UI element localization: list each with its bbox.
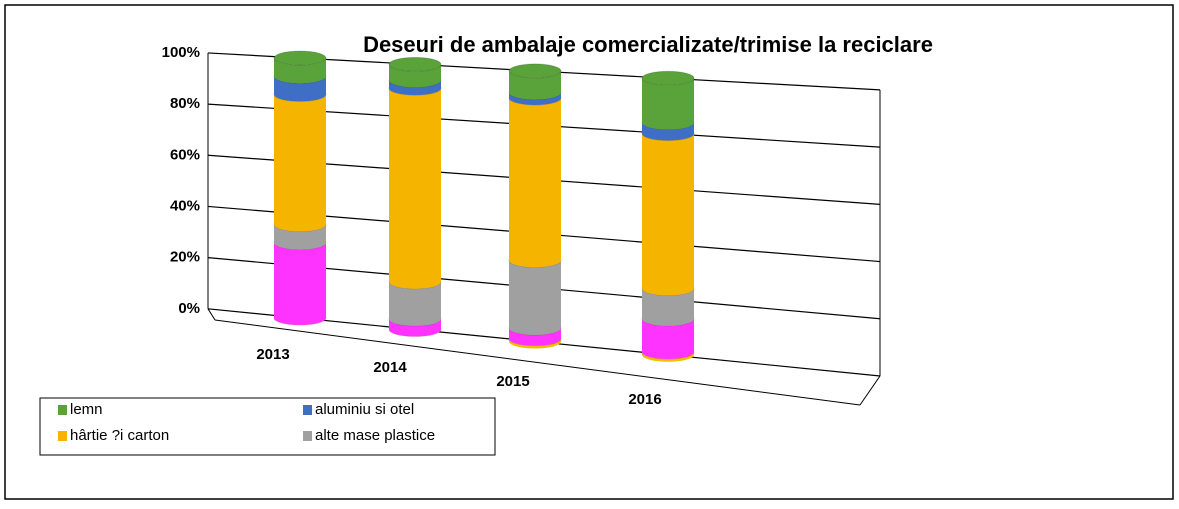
cylinder-segment — [509, 338, 561, 349]
cylinder-segment — [642, 122, 694, 141]
cylinder-segment — [274, 224, 326, 250]
legend-swatch — [58, 405, 67, 415]
legend-swatch — [303, 431, 312, 441]
cylinder-segment — [274, 242, 326, 325]
cylinder-segment — [389, 281, 441, 326]
cylinder-segment — [642, 352, 694, 362]
legend-label: lemn — [70, 401, 103, 418]
legend-label: alte mase plastice — [315, 427, 435, 444]
legend-label: aluminiu si otel — [315, 401, 414, 418]
cylinder-segment — [389, 80, 441, 96]
y-tick-label: 0% — [178, 300, 200, 317]
cylinder-top — [273, 50, 327, 66]
x-tick-label: 2015 — [496, 373, 529, 390]
floor-edge — [207, 308, 216, 321]
legend-box — [39, 397, 496, 456]
cylinder-segment — [642, 133, 694, 296]
cylinder-segment — [642, 288, 694, 326]
floor-edge — [859, 375, 881, 406]
y-tick-label: 60% — [170, 146, 200, 163]
x-tick-label: 2013 — [256, 346, 289, 363]
floor-edge — [214, 319, 861, 406]
cylinder-segment — [389, 88, 441, 289]
cylinder-segment — [509, 327, 561, 346]
cylinder-segment — [274, 76, 326, 102]
cylinder-segment — [389, 318, 441, 337]
y-tick-label: 100% — [162, 44, 200, 61]
x-tick-label: 2016 — [628, 391, 661, 408]
cylinder-segment — [642, 78, 694, 130]
cylinder-top — [388, 56, 442, 72]
x-tick-label: 2014 — [373, 359, 407, 376]
legend-swatch — [303, 405, 312, 415]
y-tick-label: 40% — [170, 197, 200, 214]
cylinder-segment — [509, 92, 561, 105]
legend-label: hârtie ?i carton — [70, 427, 169, 444]
y-tick-label: 80% — [170, 95, 200, 112]
cylinder-segment — [389, 64, 441, 88]
cylinder-top — [641, 70, 695, 86]
cylinder-segment — [509, 70, 561, 100]
cylinder-segment — [642, 318, 694, 360]
chart-title: Deseuri de ambalaje comercializate/trimi… — [363, 32, 933, 57]
cylinder-segment — [509, 260, 561, 335]
cylinder-segment — [274, 94, 326, 232]
cylinder-segment — [509, 97, 561, 268]
cylinder-segment — [274, 58, 326, 84]
cylinder-top — [508, 63, 562, 79]
plot: 0% 20% 40% 60% 80% 100% 2013 2014 2015 2016 — [162, 44, 881, 408]
legend-swatch — [58, 431, 67, 441]
y-tick-label: 20% — [170, 249, 200, 266]
